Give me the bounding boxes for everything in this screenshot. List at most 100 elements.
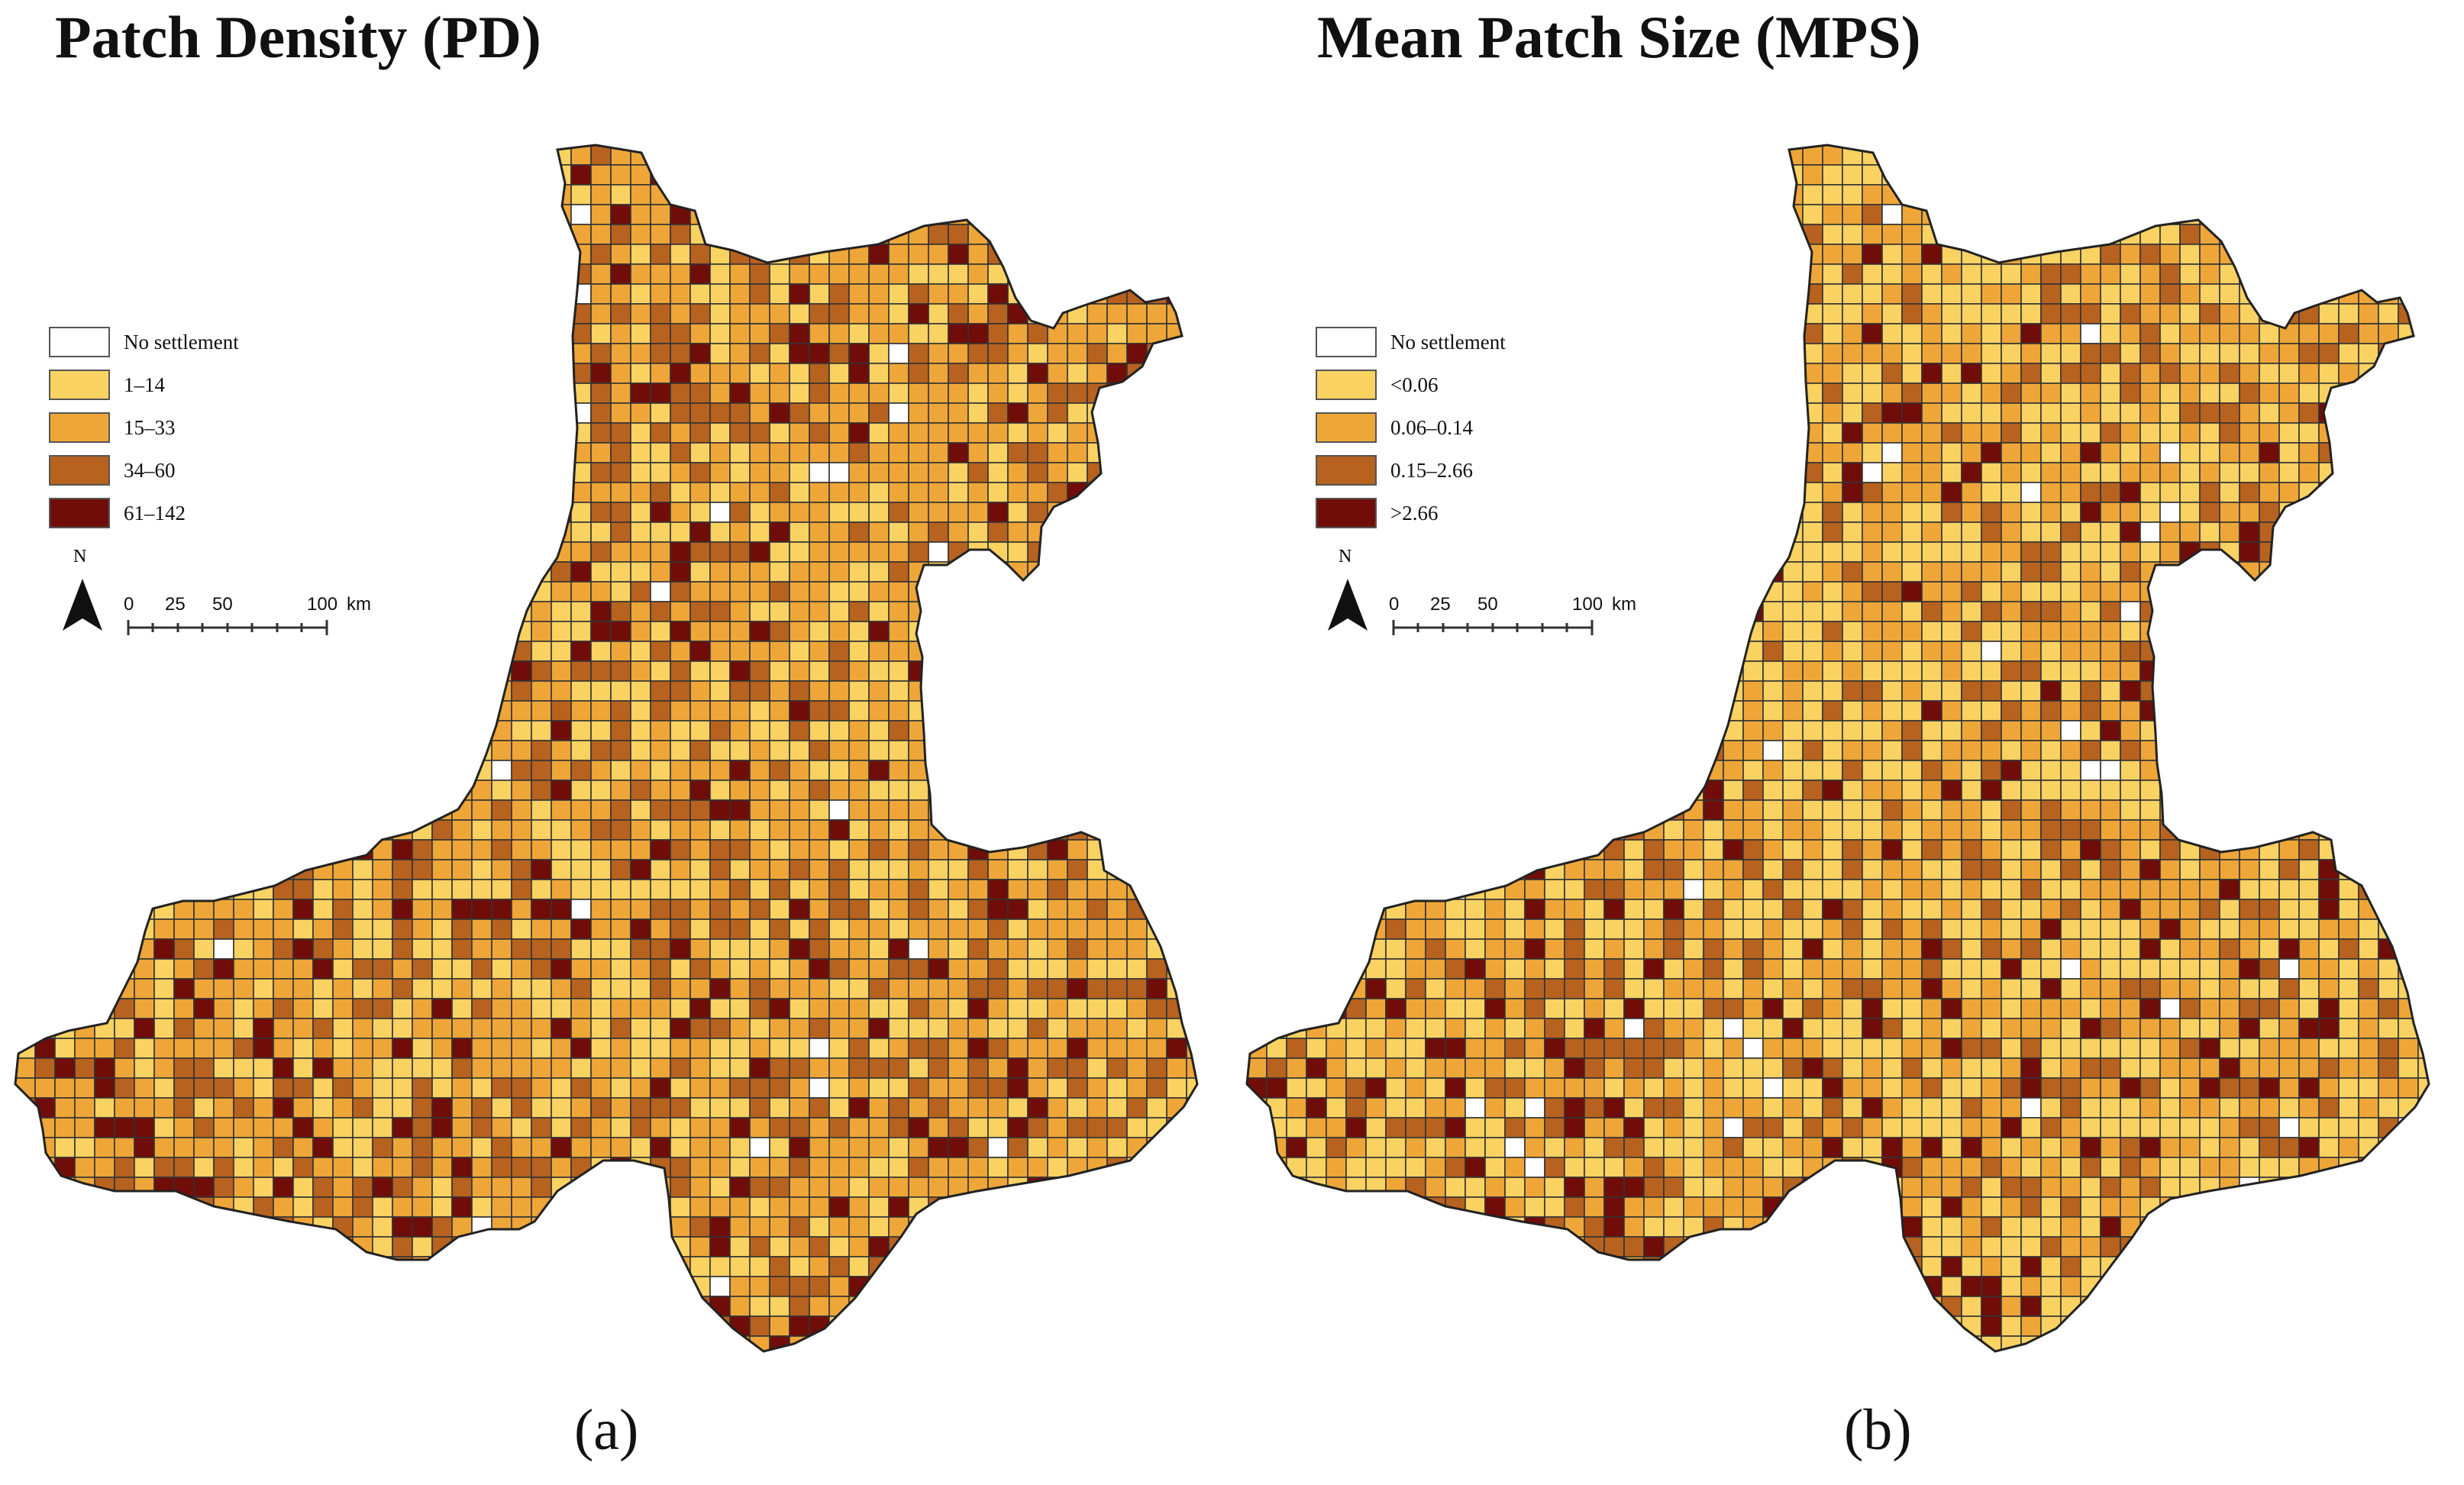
grid-cell bbox=[1901, 1216, 1923, 1238]
grid-cell bbox=[689, 879, 711, 900]
grid-cell bbox=[670, 958, 691, 980]
grid-cell bbox=[2219, 918, 2240, 940]
grid-cell bbox=[2219, 998, 2240, 1019]
grid-cell bbox=[2318, 323, 2340, 344]
grid-cell bbox=[2040, 561, 2062, 583]
grid-cell bbox=[1981, 859, 2002, 880]
grid-cell bbox=[1862, 145, 1883, 166]
grid-cell bbox=[193, 1018, 215, 1039]
grid-cell bbox=[1405, 1018, 1426, 1039]
grid-cell bbox=[670, 680, 691, 702]
grid-cell bbox=[392, 1216, 413, 1238]
grid-cell bbox=[789, 740, 810, 761]
grid-cell bbox=[451, 879, 473, 900]
grid-cell bbox=[1425, 938, 1446, 960]
grid-cell bbox=[689, 918, 711, 940]
grid-cell bbox=[1762, 720, 1784, 741]
grid-cell bbox=[1921, 383, 1942, 404]
grid-cell bbox=[1564, 1196, 1585, 1218]
grid-cell bbox=[511, 839, 532, 860]
grid-cell bbox=[709, 859, 731, 880]
grid-cell bbox=[1782, 1097, 1804, 1119]
grid-cell bbox=[412, 978, 433, 999]
grid-cell bbox=[769, 502, 790, 523]
grid-cell bbox=[253, 899, 274, 920]
grid-cell bbox=[709, 680, 731, 702]
grid-cell bbox=[451, 1097, 473, 1119]
grid-cell bbox=[1544, 938, 1565, 960]
grid-cell bbox=[2060, 660, 2081, 682]
grid-cell bbox=[1881, 363, 1903, 384]
grid-cell bbox=[1524, 1097, 1545, 1119]
grid-cell bbox=[2080, 323, 2101, 344]
grid-cell bbox=[828, 660, 850, 682]
grid-cell bbox=[987, 998, 1009, 1019]
grid-cell bbox=[1007, 303, 1029, 324]
grid-cell bbox=[888, 502, 909, 523]
grid-cell bbox=[2318, 402, 2340, 424]
grid-cell bbox=[689, 1196, 711, 1218]
grid-cell bbox=[1087, 1117, 1108, 1138]
grid-cell bbox=[2179, 1137, 2201, 1158]
grid-cell bbox=[689, 561, 711, 583]
grid-cell bbox=[312, 1077, 334, 1099]
grid-cell bbox=[1544, 859, 1565, 880]
north-label: N bbox=[73, 547, 87, 567]
grid-cell bbox=[1961, 1137, 1982, 1158]
grid-cell bbox=[749, 1256, 770, 1277]
grid-cell bbox=[1524, 1057, 1545, 1079]
grid-cell bbox=[848, 343, 870, 364]
grid-cell bbox=[868, 760, 890, 781]
grid-cell bbox=[2001, 482, 2022, 503]
grid-cell bbox=[1901, 1038, 1923, 1059]
grid-cell bbox=[1921, 819, 1942, 841]
grid-cell bbox=[848, 700, 870, 722]
grid-cell bbox=[1365, 1177, 1387, 1198]
grid-cell bbox=[729, 462, 751, 483]
grid-cell bbox=[1802, 660, 1823, 682]
grid-cell bbox=[1762, 641, 1784, 662]
grid-cell bbox=[1544, 1097, 1565, 1119]
grid-cell bbox=[2179, 402, 2201, 424]
grid-cell bbox=[967, 283, 989, 305]
grid-cell bbox=[2239, 879, 2260, 900]
grid-cell bbox=[1921, 521, 1942, 543]
grid-cell bbox=[1007, 978, 1029, 999]
grid-cell bbox=[1007, 521, 1029, 543]
grid-cell bbox=[1584, 918, 1605, 940]
grid-cell bbox=[828, 1256, 850, 1277]
grid-cell bbox=[908, 521, 929, 543]
grid-cell bbox=[1842, 899, 1863, 920]
grid-cell bbox=[2040, 998, 2062, 1019]
grid-cell bbox=[1842, 1117, 1863, 1138]
grid-cell bbox=[928, 1097, 949, 1119]
grid-cell bbox=[2278, 1097, 2300, 1119]
grid-cell bbox=[1146, 918, 1167, 940]
grid-cell bbox=[134, 1117, 155, 1138]
grid-cell bbox=[1484, 899, 1506, 920]
grid-cell bbox=[1762, 978, 1784, 999]
grid-cell bbox=[610, 224, 631, 245]
grid-cell bbox=[2080, 1137, 2101, 1158]
grid-cell bbox=[1742, 819, 1764, 841]
grid-cell bbox=[1087, 363, 1108, 384]
grid-cell bbox=[1306, 1157, 1327, 1178]
grid-cell bbox=[789, 780, 810, 801]
grid-cell bbox=[2100, 839, 2121, 860]
grid-cell bbox=[888, 1177, 909, 1198]
grid-cell bbox=[670, 1177, 691, 1198]
grid-cell bbox=[749, 799, 770, 821]
grid-cell bbox=[888, 958, 909, 980]
grid-cell bbox=[928, 541, 949, 563]
grid-cell bbox=[2278, 442, 2300, 463]
grid-cell bbox=[2159, 859, 2181, 880]
grid-cell bbox=[828, 343, 850, 364]
grid-cell bbox=[1703, 819, 1724, 841]
grid-cell bbox=[2239, 383, 2260, 404]
grid-cell bbox=[2120, 1077, 2141, 1099]
grid-cell bbox=[273, 859, 294, 880]
grid-cell bbox=[2298, 343, 2320, 364]
grid-cell bbox=[312, 998, 334, 1019]
grid-cell bbox=[2219, 442, 2240, 463]
grid-cell bbox=[1842, 839, 1863, 860]
